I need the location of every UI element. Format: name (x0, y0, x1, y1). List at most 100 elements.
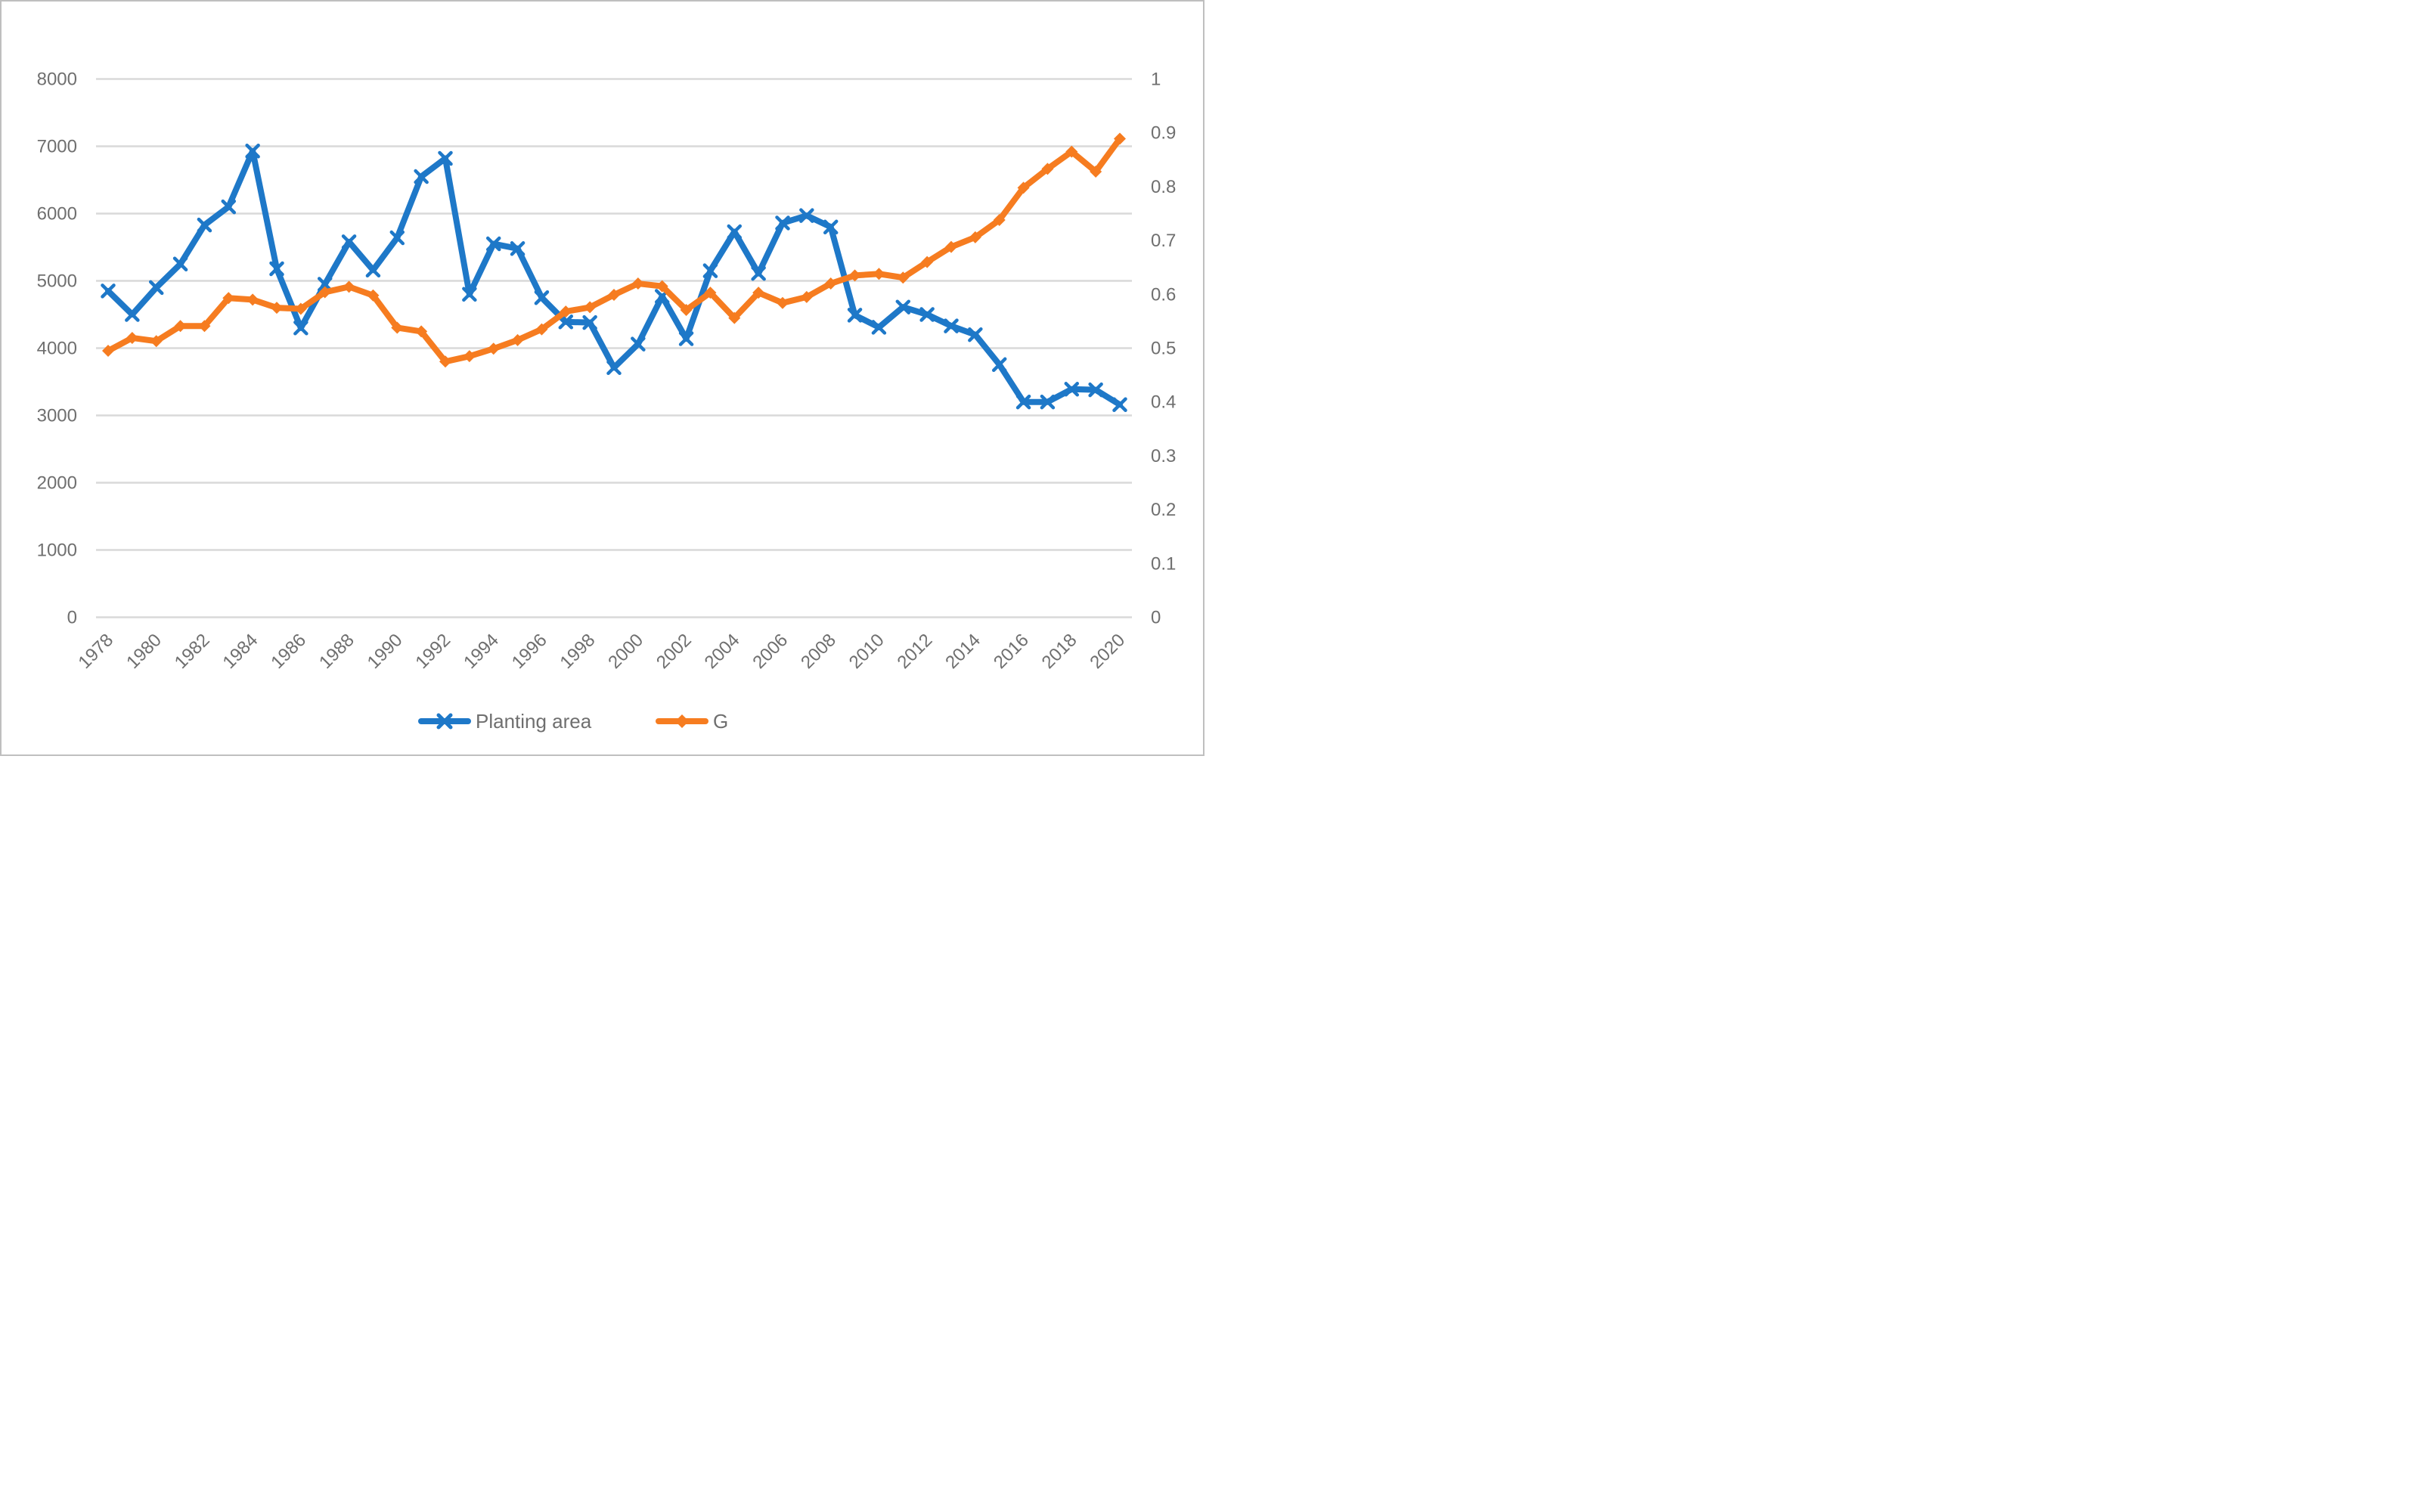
x-marker (944, 318, 959, 333)
x-marker (919, 307, 935, 322)
y-axis-tick-label-right: 0.4 (1151, 392, 1176, 413)
diamond-marker (246, 293, 259, 306)
diamond-marker (150, 335, 163, 348)
series-lines (101, 132, 1127, 413)
diamond-marker (318, 286, 331, 299)
diamond-marker (824, 277, 837, 290)
y-axis-tick-label-right: 0.3 (1151, 446, 1176, 466)
diamond-marker (728, 311, 741, 324)
x-axis-tick-label: 1998 (557, 630, 600, 673)
left-axis-labels: 0 1000 2000 3000 4000 5000 6000 7000 8000 (37, 70, 77, 628)
y-axis-tick-label-left: 4000 (37, 339, 77, 359)
x-axis-tick-label: 2006 (749, 630, 792, 673)
y-axis-tick-label-right: 0.5 (1151, 339, 1176, 359)
diamond-marker (198, 320, 211, 333)
x-marker (485, 236, 501, 252)
x-marker (1040, 394, 1056, 410)
y-axis-tick-label-right: 1 (1151, 70, 1161, 90)
diamond-marker (271, 302, 283, 314)
diamond-marker (897, 271, 910, 284)
x-marker (991, 357, 1007, 373)
y-axis-tick-label-left: 2000 (37, 473, 77, 494)
diamond-marker (800, 290, 813, 303)
x-marker (221, 199, 237, 215)
diamond-marker (294, 302, 307, 315)
x-marker (510, 241, 526, 256)
x-marker (702, 263, 718, 278)
x-marker (125, 307, 140, 322)
x-axis-tick-label: 2018 (1038, 630, 1081, 673)
x-marker (317, 277, 333, 292)
diamond-marker (752, 287, 765, 299)
diamond-marker (704, 287, 717, 299)
diamond-marker (343, 280, 355, 293)
diamond-marker (631, 277, 644, 290)
diamond-marker (415, 325, 428, 338)
y-axis-tick-label-right: 0.8 (1151, 177, 1176, 197)
diamond-marker (511, 333, 524, 346)
x-axis-tick-label: 2012 (894, 630, 937, 673)
y-axis-tick-label-left: 5000 (37, 271, 77, 292)
x-marker (968, 327, 983, 342)
gridlines (96, 78, 1132, 618)
y-axis-tick-label-left: 7000 (37, 137, 77, 157)
x-axis-tick-label: 2016 (990, 630, 1033, 673)
diamond-marker (463, 350, 476, 363)
y-axis-tick-label-left: 0 (67, 608, 77, 628)
diamond-marker (873, 268, 885, 280)
x-axis-tick-label: 1986 (267, 630, 310, 673)
x-marker (389, 230, 405, 246)
x-axis-tick-label: 1982 (171, 630, 214, 673)
legend: Planting area G (418, 710, 728, 733)
diamond-marker (560, 305, 572, 318)
x-marker (871, 320, 887, 335)
diamond-marker (1090, 165, 1102, 178)
diamond-marker (584, 301, 597, 314)
x-marker (799, 208, 814, 223)
legend-label: Planting area (476, 710, 592, 733)
diamond-marker (656, 280, 668, 293)
x-axis-tick-label: 1988 (315, 630, 358, 673)
x-marker (775, 215, 790, 231)
x-axis-tick-label: 1992 (411, 630, 454, 673)
diamond-marker (1041, 163, 1054, 175)
y-axis-tick-label-right: 0.1 (1151, 553, 1176, 574)
x-marker (534, 290, 550, 305)
y-axis-tick-label-right: 0.7 (1151, 231, 1176, 251)
x-marker (751, 265, 766, 281)
x-axis-tick-label: 1994 (460, 630, 503, 673)
x-marker (606, 360, 622, 376)
x-marker (414, 169, 429, 184)
x-axis-tick-label: 2008 (797, 630, 840, 673)
x-axis-tick-label: 2020 (1086, 630, 1129, 673)
diamond-marker (1114, 132, 1126, 145)
diamond-marker (680, 303, 693, 316)
x-axis-tick-label: 1984 (219, 630, 262, 673)
x-marker (341, 234, 357, 249)
y-axis-tick-label-left: 8000 (37, 70, 77, 90)
legend-x-marker (436, 713, 453, 730)
diamond-marker (921, 256, 934, 268)
diamond-marker (993, 214, 1006, 227)
x-axis-tick-label: 1978 (74, 630, 117, 673)
y-axis-tick-label-right: 0.6 (1151, 284, 1176, 305)
x-marker (1088, 382, 1103, 398)
x-marker (847, 308, 863, 323)
right-axis-labels: 0 0.1 0.2 0.3 0.4 0.5 0.6 0.7 0.8 0.9 1 (1151, 70, 1176, 628)
x-marker (269, 261, 284, 277)
diamond-marker (848, 269, 861, 282)
diamond-marker (1017, 181, 1030, 194)
diamond-marker (535, 323, 548, 336)
dual-axis-line-chart: 0 1000 2000 3000 4000 5000 6000 7000 8000 0 0.1 0.… (37, 70, 1177, 733)
x-axis-tick-label: 1990 (364, 630, 407, 673)
y-axis-tick-label-left: 6000 (37, 204, 77, 225)
x-marker (365, 262, 381, 278)
diamond-marker (969, 231, 981, 243)
diamond-marker (608, 289, 620, 302)
x-marker (1112, 397, 1127, 413)
diamond-marker (945, 240, 957, 253)
x-marker (438, 150, 453, 166)
diamond-marker (102, 345, 114, 358)
legend-diamond-marker (675, 714, 689, 728)
x-marker (101, 284, 116, 299)
